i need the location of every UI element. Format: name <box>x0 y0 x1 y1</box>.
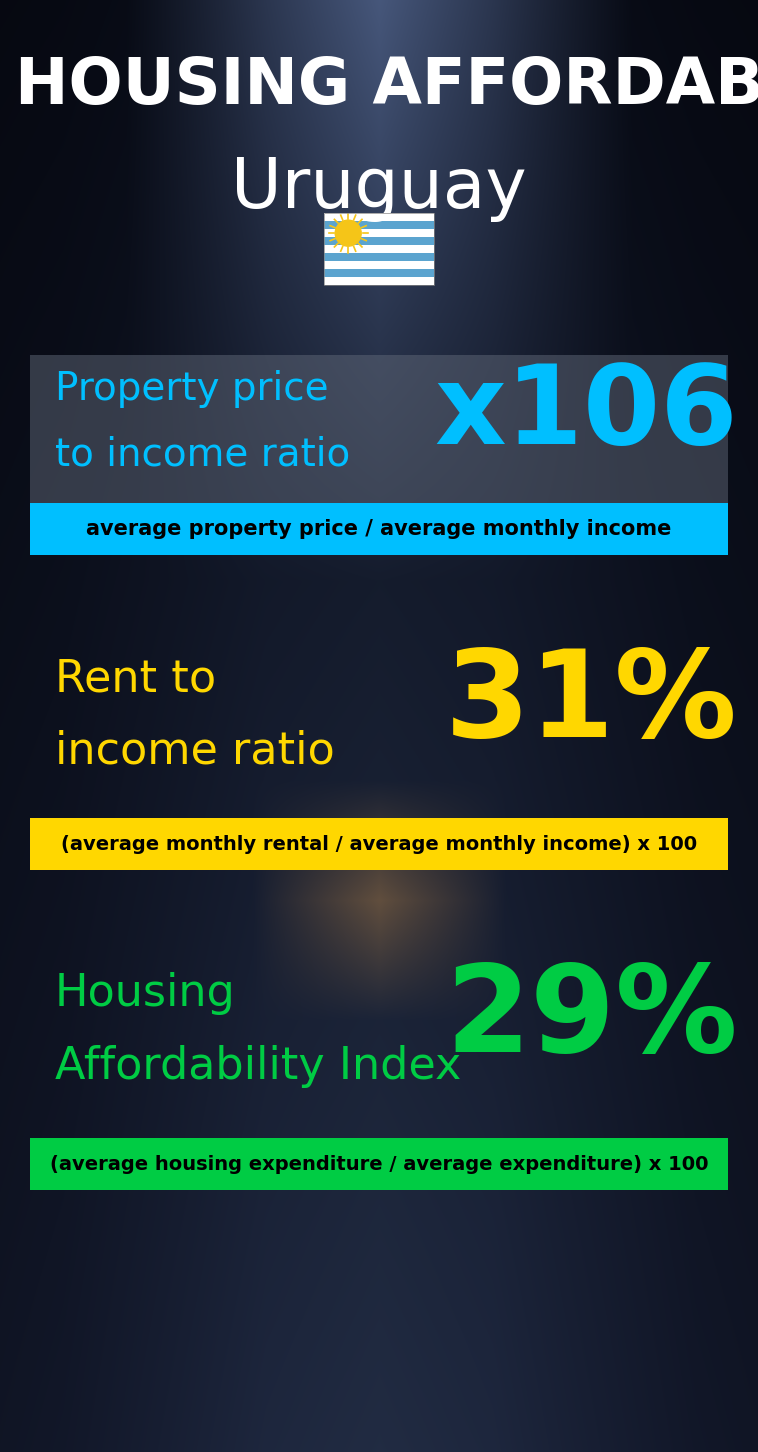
Text: Property price: Property price <box>55 370 329 408</box>
Text: Affordability Index: Affordability Index <box>55 1045 462 1088</box>
Bar <box>324 269 434 277</box>
Bar <box>324 213 434 285</box>
Bar <box>324 213 434 221</box>
Text: to income ratio: to income ratio <box>55 436 350 473</box>
Bar <box>324 229 434 237</box>
Text: Rent to: Rent to <box>55 656 216 700</box>
Text: Housing: Housing <box>55 971 236 1015</box>
Text: HOUSING AFFORDABILITY: HOUSING AFFORDABILITY <box>15 55 758 118</box>
Text: Uruguay: Uruguay <box>231 155 527 222</box>
Bar <box>30 502 728 555</box>
Bar <box>30 817 728 870</box>
Text: x106: x106 <box>434 360 738 468</box>
Text: income ratio: income ratio <box>55 730 335 772</box>
Bar <box>324 277 434 285</box>
Text: 29%: 29% <box>446 960 738 1077</box>
Text: (average monthly rental / average monthly income) x 100: (average monthly rental / average monthl… <box>61 835 697 854</box>
Text: average property price / average monthly income: average property price / average monthly… <box>86 518 672 539</box>
Bar <box>30 354 728 502</box>
Bar <box>324 221 434 229</box>
Bar <box>324 237 434 245</box>
Text: 31%: 31% <box>445 645 738 762</box>
Bar <box>30 1138 728 1191</box>
Bar <box>324 245 434 253</box>
Text: (average housing expenditure / average expenditure) x 100: (average housing expenditure / average e… <box>50 1154 708 1173</box>
Bar <box>324 253 434 261</box>
Circle shape <box>335 221 362 247</box>
Bar <box>324 261 434 269</box>
